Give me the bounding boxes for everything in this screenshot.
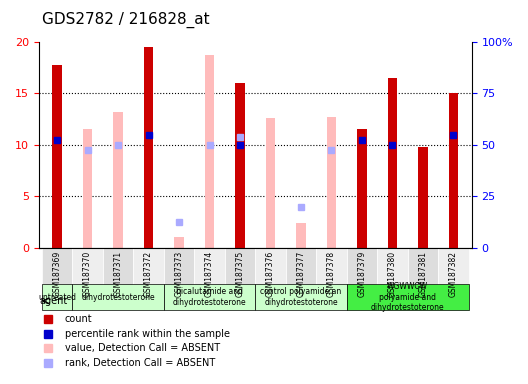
Text: GSM187371: GSM187371: [114, 251, 122, 297]
FancyBboxPatch shape: [408, 248, 438, 285]
Text: GSM187374: GSM187374: [205, 251, 214, 297]
FancyBboxPatch shape: [42, 248, 72, 285]
FancyBboxPatch shape: [347, 248, 377, 285]
Text: GDS2782 / 216828_at: GDS2782 / 216828_at: [42, 12, 210, 28]
Text: GSM187376: GSM187376: [266, 251, 275, 297]
Bar: [388, 78, 397, 248]
FancyBboxPatch shape: [42, 284, 72, 310]
FancyBboxPatch shape: [72, 284, 164, 310]
Bar: [144, 47, 153, 248]
Text: bicalutamide and
dihydrotestoterone: bicalutamide and dihydrotestoterone: [173, 287, 247, 307]
FancyBboxPatch shape: [255, 284, 347, 310]
FancyBboxPatch shape: [347, 284, 469, 310]
Bar: [235, 83, 245, 248]
FancyBboxPatch shape: [255, 248, 286, 285]
Text: GSM187375: GSM187375: [235, 251, 244, 297]
Text: WGWWCW
polyamide and
dihydrotestoterone: WGWWCW polyamide and dihydrotestoterone: [371, 282, 445, 312]
Text: GSM187382: GSM187382: [449, 251, 458, 297]
Text: GSM187377: GSM187377: [296, 251, 306, 297]
Text: percentile rank within the sample: percentile rank within the sample: [65, 329, 230, 339]
Text: GSM187378: GSM187378: [327, 251, 336, 297]
Text: GSM187380: GSM187380: [388, 251, 397, 297]
Text: value, Detection Call = ABSENT: value, Detection Call = ABSENT: [65, 343, 220, 353]
FancyBboxPatch shape: [377, 248, 408, 285]
Text: dihydrotestoterone: dihydrotestoterone: [81, 293, 155, 301]
Text: GSM187372: GSM187372: [144, 251, 153, 297]
Bar: [357, 129, 367, 248]
FancyBboxPatch shape: [194, 248, 225, 285]
Bar: [266, 118, 275, 248]
Bar: [418, 147, 428, 248]
FancyBboxPatch shape: [316, 248, 347, 285]
FancyBboxPatch shape: [134, 248, 164, 285]
Bar: [205, 55, 214, 248]
Bar: [296, 223, 306, 248]
Bar: [327, 117, 336, 248]
FancyBboxPatch shape: [103, 248, 134, 285]
Bar: [52, 65, 62, 248]
Text: GSM187369: GSM187369: [53, 251, 62, 297]
Text: agent: agent: [40, 296, 68, 306]
FancyBboxPatch shape: [164, 284, 255, 310]
Text: GSM187381: GSM187381: [418, 251, 427, 297]
Bar: [174, 237, 184, 248]
Text: control polyamide an
dihydrotestoterone: control polyamide an dihydrotestoterone: [260, 287, 342, 307]
Text: GSM187373: GSM187373: [175, 251, 184, 297]
Text: GSM187379: GSM187379: [357, 251, 366, 297]
FancyBboxPatch shape: [225, 248, 255, 285]
FancyBboxPatch shape: [72, 248, 103, 285]
Text: untreated: untreated: [38, 293, 76, 301]
Text: rank, Detection Call = ABSENT: rank, Detection Call = ABSENT: [65, 358, 215, 368]
FancyBboxPatch shape: [286, 248, 316, 285]
FancyBboxPatch shape: [164, 248, 194, 285]
Bar: [83, 129, 92, 248]
Bar: [449, 93, 458, 248]
Text: GSM187370: GSM187370: [83, 251, 92, 297]
FancyBboxPatch shape: [438, 248, 469, 285]
Text: count: count: [65, 314, 92, 324]
Bar: [114, 112, 123, 248]
